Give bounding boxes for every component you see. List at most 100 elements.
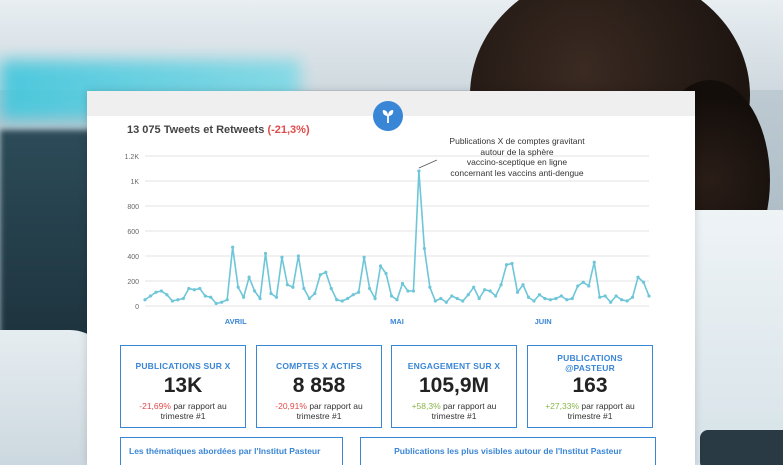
data-point xyxy=(472,285,476,289)
data-point xyxy=(411,289,416,293)
data-point xyxy=(532,299,536,303)
data-point xyxy=(521,283,525,287)
data-point xyxy=(439,296,443,301)
data-point xyxy=(351,293,355,297)
kpi-engagement: ENGAGEMENT SUR X 105,9M +58,3% par rappo… xyxy=(391,345,517,428)
data-point xyxy=(154,290,158,294)
data-point xyxy=(609,300,613,304)
kpi-value: 163 xyxy=(572,374,608,397)
data-point xyxy=(548,298,552,302)
kpi-change-text: par rapport au xyxy=(173,401,227,411)
kpi-label-line: PUBLICATIONS xyxy=(557,353,623,363)
data-point xyxy=(483,288,487,292)
data-point xyxy=(630,295,635,299)
y-tick-label: 800 xyxy=(127,204,139,211)
kpi-change-value: +27,33% xyxy=(545,401,579,411)
data-point xyxy=(592,260,596,264)
tweets-change: (-21,3%) xyxy=(267,124,310,136)
data-point xyxy=(384,271,388,276)
kpi-change: +27,33% par rapport au trimestre #1 xyxy=(528,401,652,421)
data-point xyxy=(335,298,339,302)
data-point xyxy=(170,299,174,303)
data-point xyxy=(362,255,366,259)
data-point xyxy=(236,285,240,289)
data-point xyxy=(422,246,426,251)
data-point xyxy=(581,280,585,284)
data-point xyxy=(357,290,361,294)
data-point xyxy=(148,294,153,298)
kpi-publications-x: PUBLICATIONS SUR X 13K -21,69% par rappo… xyxy=(120,345,246,428)
data-point xyxy=(181,296,185,301)
data-point xyxy=(504,263,509,267)
data-point xyxy=(324,270,328,274)
data-point xyxy=(450,294,454,298)
data-point xyxy=(313,291,317,296)
data-point xyxy=(444,300,448,304)
kpi-change-value: -20,91% xyxy=(275,401,307,411)
kpi-change-period: trimestre #1 xyxy=(296,411,342,421)
data-point xyxy=(159,289,164,293)
tree-icon xyxy=(382,110,394,123)
data-point xyxy=(346,296,350,301)
data-point xyxy=(603,294,607,298)
annotation-leader-line xyxy=(418,159,438,169)
kpi-label: ENGAGEMENT SUR X xyxy=(407,361,501,371)
data-point xyxy=(620,298,624,302)
data-point xyxy=(554,296,558,301)
y-tick-label: 0 xyxy=(135,304,139,311)
data-point xyxy=(302,286,306,291)
data-point xyxy=(307,296,311,301)
data-point xyxy=(203,294,207,298)
kpi-change-text: par rapport au xyxy=(443,401,497,411)
data-point xyxy=(225,298,229,302)
chart-annotation: Publications X de comptes gravitant auto… xyxy=(437,136,597,178)
panel-publications-visibles: Publications les plus visibles autour de… xyxy=(360,437,656,465)
annotation-line: vaccino-sceptique en ligne xyxy=(466,157,568,167)
data-point xyxy=(543,296,547,301)
data-point xyxy=(291,285,295,289)
annotation-line: Publications X de comptes gravitant xyxy=(449,136,585,146)
kpi-label-line: @PASTEUR xyxy=(565,363,615,373)
data-point xyxy=(176,298,180,302)
data-point xyxy=(417,169,421,173)
data-point xyxy=(641,280,646,284)
data-point xyxy=(466,293,470,297)
y-tick-label: 400 xyxy=(127,254,139,261)
data-point xyxy=(587,284,591,288)
data-point xyxy=(428,285,432,289)
tweets-series-line xyxy=(144,170,650,305)
data-point xyxy=(378,264,383,268)
data-point xyxy=(296,254,300,258)
data-point xyxy=(192,288,196,292)
data-point xyxy=(477,296,481,301)
data-point xyxy=(625,299,629,303)
data-point xyxy=(258,296,262,301)
data-point xyxy=(565,298,569,302)
data-point xyxy=(488,289,492,293)
kpi-change-text: par rapport au xyxy=(581,401,635,411)
background-tablet xyxy=(700,430,783,465)
data-point xyxy=(285,283,290,287)
data-point xyxy=(570,296,574,301)
data-point xyxy=(214,301,218,306)
data-point xyxy=(247,275,251,279)
data-point xyxy=(433,299,437,303)
kpi-change-value: -21,69% xyxy=(139,401,171,411)
data-point xyxy=(280,255,284,259)
data-point xyxy=(220,300,224,304)
data-point xyxy=(598,295,602,299)
data-point xyxy=(614,294,618,298)
institut-logo xyxy=(373,101,403,131)
kpi-change-text: par rapport au xyxy=(309,401,363,411)
data-point xyxy=(636,275,640,279)
month-label: JUIN xyxy=(535,317,552,326)
data-point xyxy=(559,294,563,298)
kpi-change-period: trimestre #1 xyxy=(431,411,477,421)
kpi-value: 8 858 xyxy=(292,374,346,397)
data-point xyxy=(395,298,399,302)
data-point xyxy=(537,293,542,297)
data-point xyxy=(329,286,333,291)
y-tick-label: 200 xyxy=(127,279,139,286)
data-point xyxy=(647,294,651,298)
annotation-line: concernant les vaccins anti-dengue xyxy=(450,167,584,178)
